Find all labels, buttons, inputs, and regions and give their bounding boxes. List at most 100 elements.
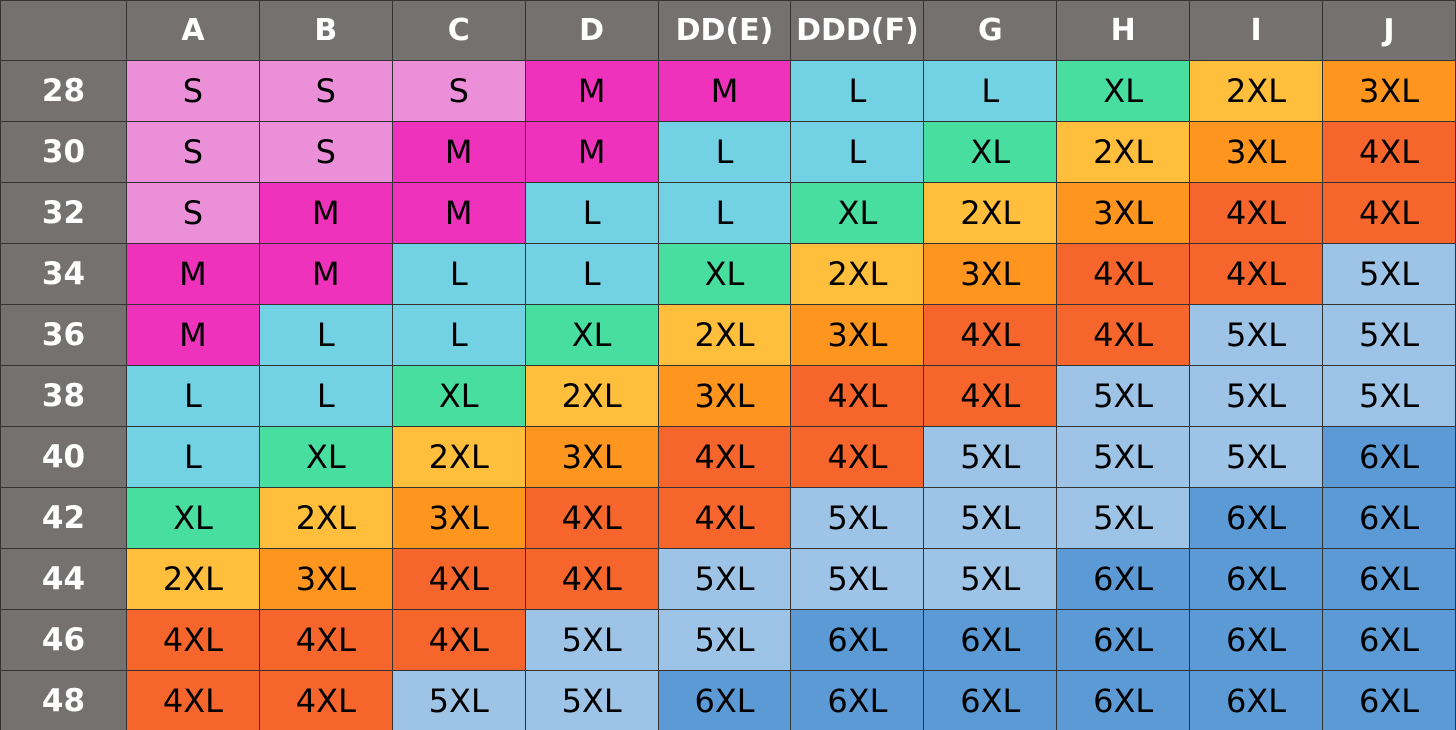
size-cell: M [524, 121, 659, 183]
size-cell: 4XL [1056, 243, 1191, 305]
size-cell: 4XL [391, 609, 526, 671]
size-cell: 4XL [657, 487, 792, 549]
size-cell: 5XL [391, 670, 526, 730]
size-row: 34 M M L L XL 2XL 3XL 4XL 4XL 5XL [0, 243, 1456, 305]
size-cell: 5XL [1322, 243, 1456, 305]
size-cell: XL [790, 182, 925, 244]
size-cell: 2XL [1056, 121, 1191, 183]
size-cell: L [524, 243, 659, 305]
size-row: 44 2XL 3XL 4XL 4XL 5XL 5XL 5XL 6XL 6XL 6XL [0, 548, 1456, 610]
size-cell: M [258, 182, 393, 244]
size-cell: S [258, 121, 393, 183]
size-cell: 4XL [524, 487, 659, 549]
size-cell: 4XL [1322, 182, 1456, 244]
size-cell: 3XL [790, 304, 925, 366]
size-cell: XL [1056, 60, 1191, 122]
size-cell: M [258, 243, 393, 305]
size-cell: S [258, 60, 393, 122]
size-cell: 4XL [258, 670, 393, 730]
size-cell: XL [126, 487, 260, 549]
size-cell: 2XL [923, 182, 1058, 244]
size-cell: 4XL [657, 426, 792, 488]
size-cell: L [258, 304, 393, 366]
size-cell: 4XL [258, 609, 393, 671]
size-cell: 3XL [1056, 182, 1191, 244]
size-cell: 5XL [657, 609, 792, 671]
size-cell: 3XL [1322, 60, 1456, 122]
size-cell: 4XL [1056, 304, 1191, 366]
size-cell: 3XL [524, 426, 659, 488]
band-size: 40 [0, 426, 127, 488]
size-cell: 6XL [1189, 548, 1324, 610]
band-size: 32 [0, 182, 127, 244]
band-size: 30 [0, 121, 127, 183]
size-cell: 6XL [923, 609, 1058, 671]
size-cell: 2XL [790, 243, 925, 305]
size-cell: 2XL [126, 548, 260, 610]
size-cell: 2XL [391, 426, 526, 488]
size-cell: L [923, 60, 1058, 122]
size-cell: 6XL [1189, 670, 1324, 730]
size-cell: 5XL [923, 487, 1058, 549]
column-header: G [923, 0, 1058, 61]
size-cell: 5XL [1056, 426, 1191, 488]
size-cell: 6XL [1056, 670, 1191, 730]
column-header: D [524, 0, 659, 61]
size-cell: 5XL [790, 487, 925, 549]
size-row: 48 4XL 4XL 5XL 5XL 6XL 6XL 6XL 6XL 6XL 6XL [0, 670, 1456, 730]
size-cell: 3XL [258, 548, 393, 610]
size-cell: 6XL [1189, 609, 1324, 671]
size-cell: L [657, 182, 792, 244]
size-cell: 5XL [1322, 365, 1456, 427]
size-cell: 5XL [524, 670, 659, 730]
column-header: C [391, 0, 526, 61]
size-cell: 4XL [126, 609, 260, 671]
size-cell: L [391, 243, 526, 305]
size-cell: 4XL [1189, 243, 1324, 305]
size-cell: 4XL [1189, 182, 1324, 244]
size-cell: 6XL [1056, 548, 1191, 610]
size-cell: L [790, 60, 925, 122]
band-size: 28 [0, 60, 127, 122]
size-cell: 2XL [1189, 60, 1324, 122]
size-cell: S [391, 60, 526, 122]
size-cell: 6XL [657, 670, 792, 730]
header-row: A B C D DD(E) DDD(F) G H I J [0, 0, 1456, 61]
size-cell: S [126, 182, 260, 244]
size-cell: 5XL [657, 548, 792, 610]
size-row: 30 S S M M L L XL 2XL 3XL 4XL [0, 121, 1456, 183]
column-header: J [1322, 0, 1456, 61]
size-row: 40 L XL 2XL 3XL 4XL 4XL 5XL 5XL 5XL 6XL [0, 426, 1456, 488]
band-size: 36 [0, 304, 127, 366]
size-cell: M [126, 304, 260, 366]
column-header: B [258, 0, 393, 61]
band-size: 46 [0, 609, 127, 671]
size-cell: 6XL [1322, 670, 1456, 730]
size-cell: 3XL [391, 487, 526, 549]
size-cell: L [126, 365, 260, 427]
size-cell: 4XL [1322, 121, 1456, 183]
size-cell: 3XL [657, 365, 792, 427]
size-cell: XL [524, 304, 659, 366]
column-header: H [1056, 0, 1191, 61]
column-header: DDD(F) [790, 0, 925, 61]
size-cell: XL [657, 243, 792, 305]
size-cell: L [258, 365, 393, 427]
size-cell: S [126, 60, 260, 122]
band-size: 48 [0, 670, 127, 730]
column-header: DD(E) [657, 0, 792, 61]
band-size: 44 [0, 548, 127, 610]
size-cell: M [391, 182, 526, 244]
size-cell: M [126, 243, 260, 305]
size-cell: 3XL [1189, 121, 1324, 183]
size-cell: 6XL [790, 609, 925, 671]
size-cell: 6XL [1322, 548, 1456, 610]
size-cell: 6XL [790, 670, 925, 730]
size-cell: 4XL [790, 426, 925, 488]
size-cell: M [524, 60, 659, 122]
band-size: 42 [0, 487, 127, 549]
size-cell: 4XL [790, 365, 925, 427]
size-cell: 4XL [391, 548, 526, 610]
